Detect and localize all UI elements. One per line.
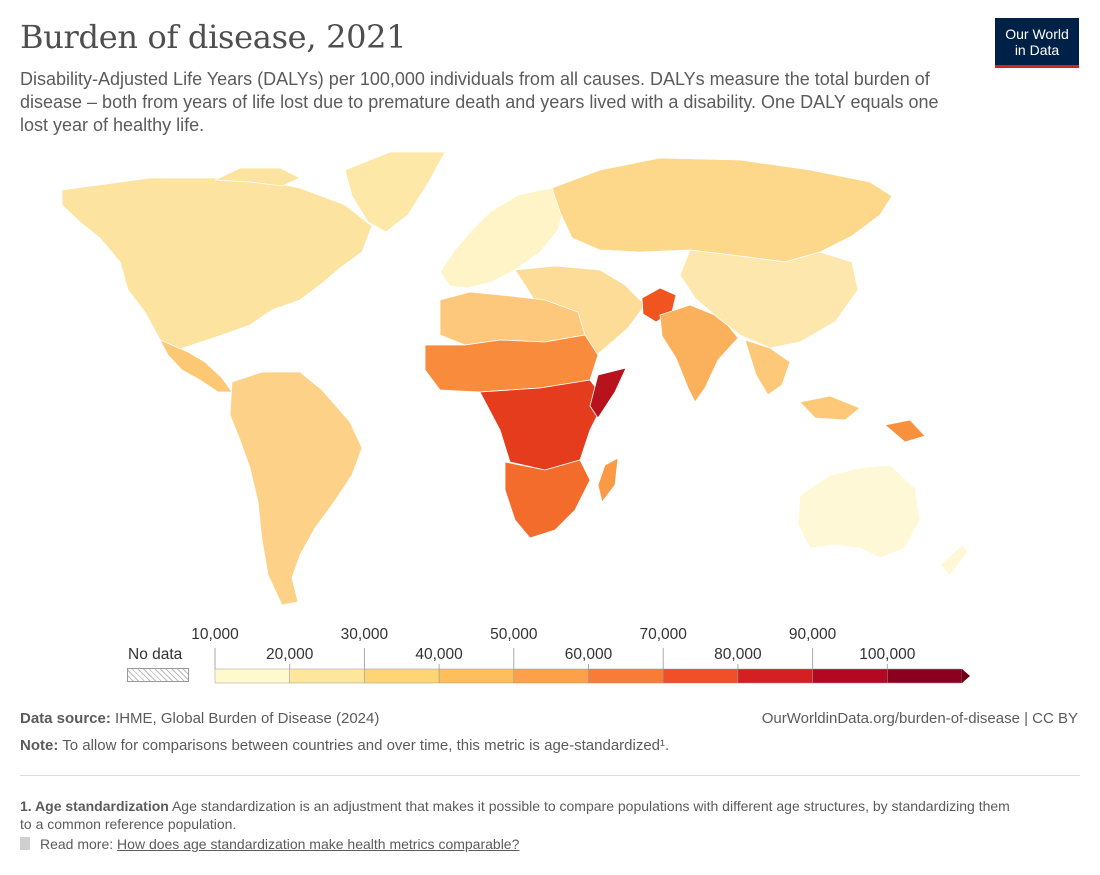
note-text: To allow for comparisons between countri… <box>62 737 670 754</box>
north-america[interactable] <box>61 167 373 353</box>
legend-bar <box>214 648 970 684</box>
legend-bin-2 <box>364 668 440 684</box>
region-sahel[interactable] <box>424 334 599 393</box>
data-source: Data source: IHME, Global Burden of Dise… <box>20 710 379 727</box>
note-label: Note: <box>20 737 59 754</box>
legend-bin-0 <box>214 668 290 684</box>
legend-tick-label: 20,000 <box>265 646 314 663</box>
legend-bin-7 <box>737 668 813 684</box>
region-china[interactable] <box>679 249 859 349</box>
legend-bin-8 <box>812 668 888 684</box>
note: Note: To allow for comparisons between c… <box>20 737 669 754</box>
legend-tick-label: 50,000 <box>490 626 538 643</box>
region-madagascar[interactable] <box>597 457 619 503</box>
region-canada-islands <box>214 167 301 187</box>
legend-tick-label: 90,000 <box>788 626 837 643</box>
legend-bin-3 <box>438 668 515 684</box>
footnote: 1. Age standardization Age standardizati… <box>20 797 1020 833</box>
document-icon <box>20 837 30 850</box>
logo-line-1: Our World <box>1005 26 1069 42</box>
world-map[interactable] <box>0 140 1100 620</box>
divider <box>20 775 1080 776</box>
region-south-america[interactable] <box>229 371 363 606</box>
logo-line-2: in Data <box>1014 42 1060 58</box>
chart-subtitle: Disability-Adjusted Life Years (DALYs) p… <box>20 69 939 135</box>
region-papua[interactable] <box>884 419 926 443</box>
legend-tick-label: 70,000 <box>639 626 687 643</box>
legend-bin-6 <box>662 668 739 684</box>
region-central-africa[interactable] <box>479 379 606 471</box>
chart-title: Burden of disease, 2021 <box>20 18 407 56</box>
region-north-america <box>61 177 373 353</box>
region-australia[interactable] <box>797 464 921 559</box>
data-source-label: Data source: <box>20 710 111 727</box>
no-data-label: No data <box>128 646 183 663</box>
legend-bin-1 <box>289 668 365 684</box>
owid-logo[interactable]: Our World in Data <box>995 18 1079 68</box>
legend-bin-5 <box>588 668 664 684</box>
legend-tick-label: 100,000 <box>859 646 916 663</box>
footnote-label: 1. Age standardization <box>20 798 169 814</box>
footnote-text: Age standardization is an adjustment tha… <box>20 798 1010 832</box>
legend-tick-label: 60,000 <box>564 646 613 663</box>
region-somalia[interactable] <box>589 367 627 419</box>
legend-tick-label: 30,000 <box>340 626 389 643</box>
legend-bin-9 <box>887 668 963 684</box>
read-more-label: Read more: <box>40 836 114 852</box>
region-greenland[interactable] <box>344 151 446 233</box>
read-more: Read more: How does age standardization … <box>20 836 519 852</box>
data-source-text: IHME, Global Burden of Disease (2024) <box>115 710 380 727</box>
legend-tick-label: 80,000 <box>714 646 762 663</box>
read-more-link[interactable]: How does age standardization make health… <box>117 836 520 852</box>
region-europe[interactable] <box>439 187 566 289</box>
no-data-swatch <box>127 668 189 682</box>
region-new-zealand[interactable] <box>939 544 969 576</box>
site-credit[interactable]: OurWorldinData.org/burden-of-disease | C… <box>761 710 1078 727</box>
region-central-america[interactable] <box>159 339 233 393</box>
legend-bin-4 <box>513 668 589 684</box>
region-russia[interactable] <box>551 157 893 263</box>
region-southern-africa[interactable] <box>504 459 591 539</box>
legend-tick-label: 10,000 <box>191 626 239 643</box>
legend-tick-label: 40,000 <box>415 646 463 663</box>
region-southeast-asia[interactable] <box>744 339 861 421</box>
legend-arrow <box>962 669 970 683</box>
region-south-asia[interactable] <box>659 304 739 403</box>
